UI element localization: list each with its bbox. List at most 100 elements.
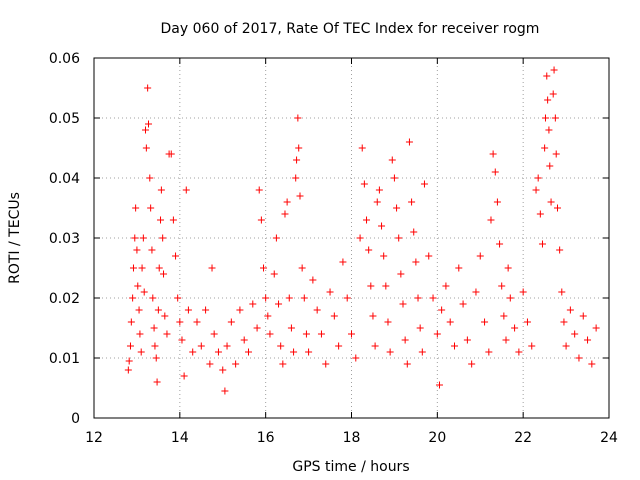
data-point [487, 216, 495, 224]
data-point [367, 282, 375, 290]
data-point [382, 282, 390, 290]
data-point [416, 324, 424, 332]
data-point [543, 72, 551, 80]
data-point [442, 282, 450, 290]
data-point [208, 264, 216, 272]
data-point [302, 330, 310, 338]
data-point [414, 294, 422, 302]
data-point [124, 366, 132, 374]
data-point [146, 174, 154, 182]
data-point [317, 330, 325, 338]
data-point [296, 192, 304, 200]
data-point [502, 336, 510, 344]
data-point [152, 354, 160, 362]
data-point [285, 294, 293, 302]
data-point [500, 312, 508, 320]
data-point [534, 174, 542, 182]
data-point [551, 114, 559, 122]
data-point [219, 366, 227, 374]
data-point [489, 150, 497, 158]
data-point [536, 210, 544, 218]
data-point [358, 144, 366, 152]
data-point [562, 342, 570, 350]
data-point [459, 300, 467, 308]
data-point [202, 306, 210, 314]
data-point [401, 336, 409, 344]
x-tick-label: 14 [171, 430, 189, 446]
data-point [163, 330, 171, 338]
data-point [523, 318, 531, 326]
data-point [571, 330, 579, 338]
data-point [403, 360, 411, 368]
data-point [575, 354, 583, 362]
data-point [144, 84, 152, 92]
data-points [124, 66, 600, 395]
data-point [558, 288, 566, 296]
data-point [378, 222, 386, 230]
data-point [455, 264, 463, 272]
data-point [330, 312, 338, 320]
data-point [295, 144, 303, 152]
x-tick-label: 22 [514, 430, 532, 446]
data-point [292, 174, 300, 182]
data-point [290, 348, 298, 356]
data-point [550, 66, 558, 74]
data-point [275, 300, 283, 308]
data-point [129, 264, 137, 272]
data-point [131, 234, 139, 242]
data-point [138, 264, 146, 272]
data-point [588, 360, 596, 368]
data-point [193, 318, 201, 326]
data-point [151, 342, 159, 350]
data-point [140, 288, 148, 296]
data-point [393, 204, 401, 212]
x-tick-label: 12 [85, 430, 103, 446]
data-point [277, 342, 285, 350]
data-point [157, 216, 165, 224]
data-point [260, 264, 268, 272]
data-point [139, 234, 147, 242]
data-point [135, 306, 143, 314]
data-point [412, 258, 420, 266]
data-point [528, 342, 536, 350]
data-point [519, 288, 527, 296]
data-point [506, 294, 514, 302]
data-point [264, 312, 272, 320]
data-point [326, 288, 334, 296]
data-point [566, 306, 574, 314]
data-point [227, 318, 235, 326]
data-point [399, 300, 407, 308]
data-point [541, 144, 549, 152]
data-point [300, 294, 308, 302]
data-point [546, 162, 554, 170]
data-point [293, 156, 301, 164]
data-point [142, 144, 150, 152]
data-point [472, 288, 480, 296]
x-axis-label: GPS time / hours [292, 459, 409, 475]
data-point [221, 387, 229, 395]
chart-title: Day 060 of 2017, Rate Of TEC Index for r… [161, 21, 540, 37]
data-point [132, 204, 140, 212]
y-tick-label: 0.01 [49, 351, 80, 367]
data-point [161, 312, 169, 320]
y-tick-label: 0.06 [49, 51, 80, 67]
data-point [481, 318, 489, 326]
data-point [279, 360, 287, 368]
data-point [356, 234, 364, 242]
data-point [425, 252, 433, 260]
data-point [397, 270, 405, 278]
data-point [493, 198, 501, 206]
data-point [322, 360, 330, 368]
data-point [429, 294, 437, 302]
data-point [579, 312, 587, 320]
data-point [592, 324, 600, 332]
data-point [169, 216, 177, 224]
data-point [360, 180, 368, 188]
data-point [257, 216, 265, 224]
x-tick-label: 24 [600, 430, 618, 446]
data-point [125, 357, 133, 365]
data-point [547, 198, 555, 206]
data-point [272, 234, 280, 242]
data-point [544, 96, 552, 104]
